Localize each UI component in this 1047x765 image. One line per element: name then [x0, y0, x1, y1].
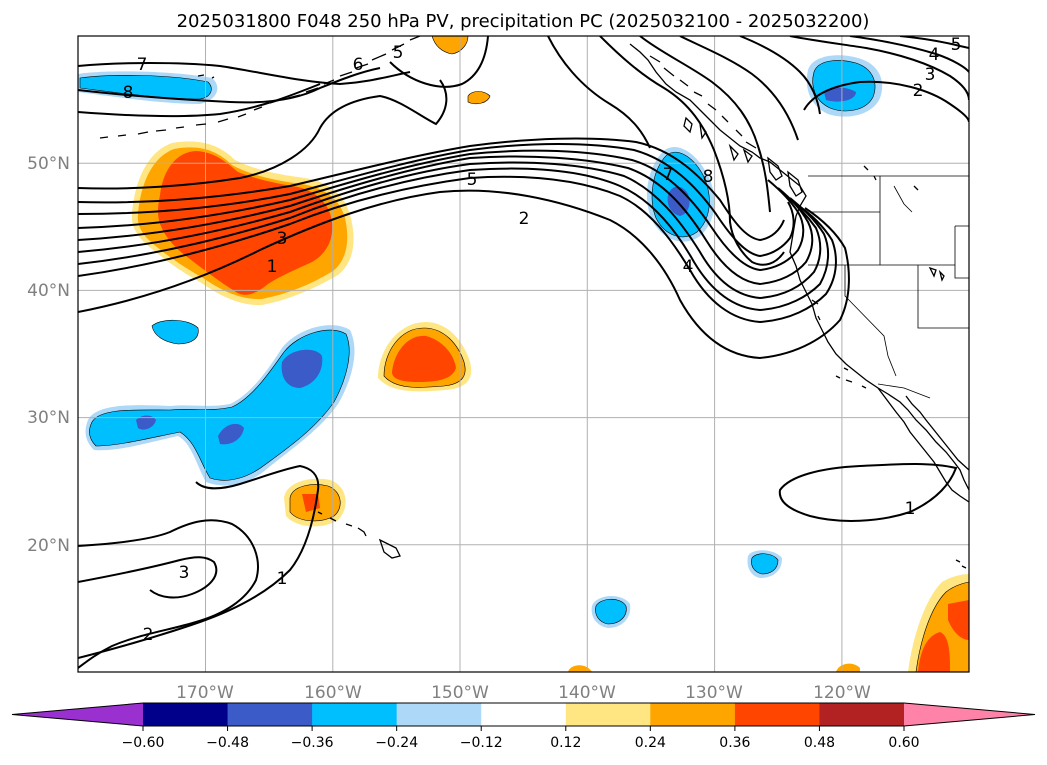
contour-label: 5 [467, 170, 478, 190]
colorbar-tick-label: −0.36 [291, 735, 334, 751]
colorbar-segment [312, 703, 398, 726]
map-background [78, 36, 969, 672]
contour-label: 3 [277, 229, 288, 249]
contour-label: 2 [143, 625, 154, 645]
pc-positive-hawaii [284, 478, 346, 527]
contour-label: 1 [267, 257, 278, 277]
longitude-labels: 170°W 160°W 150°W 140°W 130°W 120°W [176, 683, 871, 703]
map-title: 2025031800 F048 250 hPa PV, precipitatio… [177, 11, 870, 32]
colorbar-extend-low [12, 703, 143, 726]
pv-contours [78, 36, 969, 669]
contour-label: 3 [179, 563, 190, 583]
coastlines [99, 36, 969, 569]
lon-tick-label: 150°W [431, 683, 489, 703]
political-borders [808, 175, 969, 399]
lon-tick-label: 130°W [685, 683, 743, 703]
map-frame [77, 35, 970, 673]
colorbar-segment [734, 703, 820, 726]
colorbar-segment [819, 703, 905, 726]
pc-positive-central [378, 322, 472, 392]
colorbar-tick-label: −0.12 [460, 735, 503, 751]
colorbar-segment [481, 703, 567, 726]
pc-negative-small-south [591, 550, 782, 628]
lat-tick-label: 20°N [27, 536, 70, 556]
pc-positive-aleutian [431, 36, 469, 55]
colorbar-segment [565, 703, 651, 726]
lon-tick-label: 170°W [176, 683, 234, 703]
contour-label: 7 [137, 55, 148, 75]
lat-tick-label: 40°N [27, 281, 70, 301]
pc-negative-nw-corner [78, 71, 218, 104]
contour-label: 7 [663, 165, 674, 185]
lon-tick-label: 120°W [813, 683, 871, 703]
colorbar [11, 702, 1036, 727]
lat-tick-label: 50°N [27, 154, 70, 174]
contour-label: 4 [683, 257, 694, 277]
colorbar-tick-label: −0.60 [122, 735, 165, 751]
contour-labels: 7 8 6 5 5 4 3 2 5 2 3 1 7 8 4 1 3 1 2 [123, 35, 962, 645]
contour-label: 1 [277, 569, 288, 589]
contour-label: 1 [905, 499, 916, 519]
pc-negative-central-band [85, 325, 355, 486]
lon-tick-label: 160°W [304, 683, 362, 703]
gridlines [78, 36, 969, 672]
pc-positive-small [467, 91, 491, 105]
pc-positive-bottom-1 [568, 665, 592, 672]
colorbar-tick-label: −0.48 [206, 735, 249, 751]
colorbar-segment [650, 703, 736, 726]
contour-label: 3 [925, 65, 936, 85]
lat-tick-label: 30°N [27, 408, 70, 428]
contour-label: 4 [929, 45, 940, 65]
contour-label: 2 [913, 81, 924, 101]
contour-label: 6 [353, 55, 364, 75]
contour-label: 2 [519, 209, 530, 229]
latitude-labels: 50°N 40°N 30°N 20°N [27, 154, 70, 556]
contour-label: 8 [123, 83, 134, 103]
colorbar-segment [227, 703, 313, 726]
pc-positive-se-corner [908, 574, 969, 672]
colorbar-tick-label: 0.60 [888, 735, 919, 751]
pc-negative-small-west [151, 319, 199, 345]
colorbar-tick-label: 0.48 [804, 735, 835, 751]
colorbar-segment [396, 703, 482, 726]
colorbar-segment [143, 703, 229, 726]
colorbar-tick-labels: −0.60 −0.48 −0.36 −0.24 −0.12 0.12 0.24 0.36 0.4… [122, 726, 920, 751]
colorbar-tick-label: −0.24 [375, 735, 418, 751]
colorbar-tick-label: 0.12 [550, 735, 581, 751]
contour-label: 5 [951, 35, 962, 55]
contour-label: 8 [703, 167, 714, 187]
lon-tick-label: 140°W [558, 683, 616, 703]
colorbar-tick-label: 0.36 [719, 735, 750, 751]
colorbar-extend-high [904, 703, 1035, 726]
colorbar-tick-label: 0.24 [635, 735, 666, 751]
contour-label: 5 [393, 43, 404, 63]
